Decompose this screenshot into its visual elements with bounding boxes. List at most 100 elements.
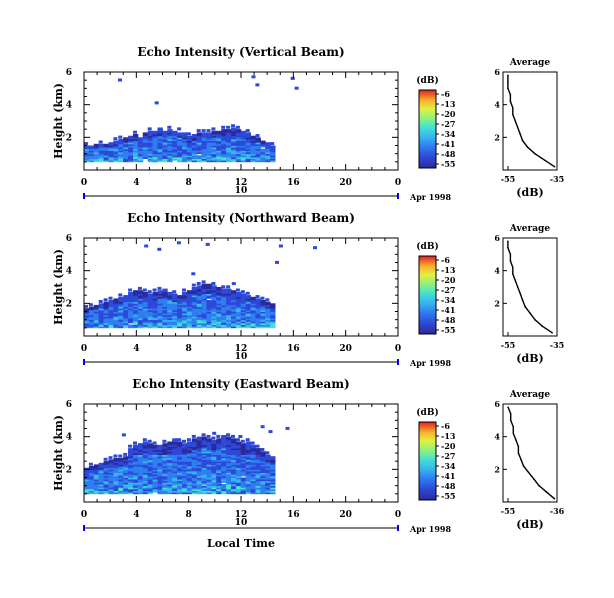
echo-cell [191, 434, 196, 438]
echo-cell [196, 129, 201, 133]
echo-cell [270, 142, 275, 146]
average-y-tick-label: 4 [494, 432, 500, 442]
echo-cell [226, 306, 232, 311]
echo-cell [240, 477, 247, 482]
echo-cell [152, 444, 158, 449]
echo-cell [103, 298, 108, 302]
average-profile-line [507, 241, 553, 334]
panel-title: Echo Intensity (Eastward Beam) [132, 377, 349, 391]
echo-cell [108, 303, 114, 307]
echo-cell [250, 135, 256, 140]
x-tick-label: 8 [186, 344, 192, 354]
echo-cell [147, 303, 153, 307]
day-label: 10 [235, 186, 248, 196]
echo-cell [152, 147, 158, 151]
average-point [509, 94, 512, 96]
colorbar-label: -27 [441, 119, 455, 129]
echo-cell [128, 135, 134, 140]
x-tick-label: 12 [235, 344, 248, 354]
echo-cell [226, 153, 232, 158]
average-y-tick-label: 2 [494, 132, 500, 142]
echo-cell [98, 143, 104, 148]
echo-cell [231, 290, 237, 294]
echo-cell [201, 314, 207, 319]
echo-cell [201, 129, 206, 133]
colorbar [418, 421, 437, 501]
echo-point [268, 430, 273, 434]
x-tick-label: 0 [81, 510, 87, 520]
echo-cell [147, 443, 153, 447]
echo-cell [235, 472, 242, 477]
echo-cell [206, 283, 212, 288]
echo-cell [172, 143, 178, 148]
echo-cell [255, 448, 261, 452]
echo-cell [235, 291, 242, 296]
echo-cell [211, 285, 217, 289]
echo-cell [103, 457, 108, 461]
echo-cell [260, 300, 266, 304]
echo-cell [137, 290, 144, 294]
echo-cell [128, 147, 134, 151]
echo-cell [216, 287, 222, 291]
echo-cell [240, 439, 245, 443]
echo-cell [250, 444, 256, 449]
average-profile-line [507, 407, 555, 500]
echo-cell [162, 138, 168, 143]
echo-cell [216, 456, 222, 460]
echo-cell [108, 459, 114, 464]
echo-cell [250, 441, 255, 445]
echo-cell [162, 443, 168, 447]
echo-point [278, 244, 283, 248]
echo-cell [270, 145, 276, 150]
echo-cell [113, 454, 118, 458]
echo-cell [142, 291, 149, 296]
x-tick-label: 16 [287, 178, 300, 188]
echo-cell [88, 482, 95, 487]
echo-cell [221, 435, 227, 439]
average-point [512, 113, 514, 116]
average-y-tick-label: 4 [494, 266, 500, 276]
echo-cell [182, 288, 186, 292]
echo-cell [172, 290, 177, 294]
echo-cell [255, 295, 260, 299]
echo-cell [231, 127, 237, 132]
average-point [515, 439, 517, 441]
echo-cell [231, 434, 235, 438]
echo-cell [177, 441, 183, 446]
average-point [507, 87, 509, 90]
colorbar-label: -13 [441, 265, 456, 275]
colorbar-label: -34 [441, 461, 456, 471]
echo-cell [186, 318, 193, 322]
echo-cell [216, 434, 221, 438]
echo-cell [235, 129, 242, 133]
echo-cell [235, 449, 242, 454]
echo-field [84, 425, 290, 495]
echo-cell [123, 303, 129, 307]
echo-cell [88, 462, 93, 466]
average-point [526, 146, 529, 148]
average-point [509, 100, 512, 103]
average-y-tick-label: 4 [494, 100, 500, 110]
echo-cell [226, 285, 231, 289]
echo-cell [260, 296, 265, 300]
echo-cell [265, 301, 271, 306]
echo-cell [221, 314, 227, 319]
echo-cell [211, 304, 217, 309]
echo-cell [221, 285, 226, 289]
echo-cell [88, 309, 95, 314]
echo-cell [177, 156, 183, 161]
colorbar-label: -27 [441, 285, 455, 295]
x-tick-label: 20 [339, 510, 352, 520]
average-point [517, 452, 520, 454]
echo-cell [260, 480, 266, 485]
echo-point [275, 260, 279, 264]
echo-cell [157, 472, 163, 477]
echo-cell [177, 322, 183, 327]
average-point [507, 406, 509, 409]
average-point [512, 266, 514, 269]
echo-cell [196, 282, 201, 285]
echo-cell [250, 296, 256, 301]
average-point [529, 312, 531, 314]
echo-cell [93, 304, 100, 309]
echo-cell [245, 291, 250, 295]
